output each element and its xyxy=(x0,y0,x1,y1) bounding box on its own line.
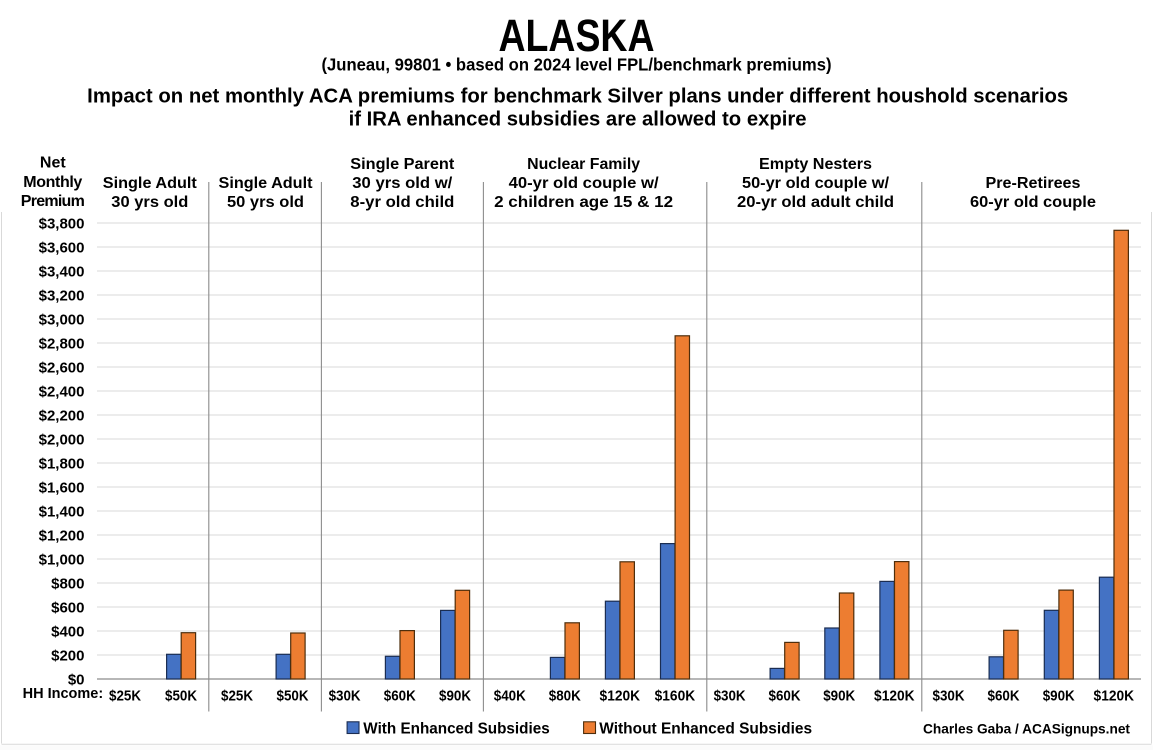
svg-text:Net: Net xyxy=(40,155,66,172)
svg-text:$50K: $50K xyxy=(165,687,197,704)
svg-text:$120K: $120K xyxy=(874,687,915,704)
svg-text:$1,200: $1,200 xyxy=(39,527,85,544)
svg-text:Charles Gaba / ACASignups.net: Charles Gaba / ACASignups.net xyxy=(923,722,1130,738)
svg-text:$2,400: $2,400 xyxy=(39,383,85,400)
svg-text:$600: $600 xyxy=(51,599,84,616)
svg-text:$80K: $80K xyxy=(549,687,581,704)
svg-text:$1,800: $1,800 xyxy=(39,455,85,472)
svg-text:$60K: $60K xyxy=(988,687,1020,704)
svg-text:$2,200: $2,200 xyxy=(39,407,85,424)
svg-text:$90K: $90K xyxy=(439,687,471,704)
svg-text:$3,200: $3,200 xyxy=(39,287,85,304)
svg-text:$60K: $60K xyxy=(769,687,801,704)
svg-text:$60K: $60K xyxy=(384,687,416,704)
svg-text:$3,400: $3,400 xyxy=(39,263,85,280)
svg-text:Premium: Premium xyxy=(21,193,85,210)
svg-text:$2,800: $2,800 xyxy=(39,335,85,352)
svg-text:$2,000: $2,000 xyxy=(39,431,85,448)
svg-text:Single Adult: Single Adult xyxy=(219,175,314,192)
svg-text:Without Enhanced Subsidies: Without Enhanced Subsidies xyxy=(599,720,812,737)
svg-text:$50K: $50K xyxy=(277,687,309,704)
svg-text:HH Income:: HH Income: xyxy=(23,686,104,702)
svg-text:$3,000: $3,000 xyxy=(39,311,85,328)
svg-text:(Juneau, 99801 • based on 2024: (Juneau, 99801 • based on 2024 level FPL… xyxy=(322,54,832,74)
svg-text:50 yrs old: 50 yrs old xyxy=(227,194,304,211)
svg-text:$0: $0 xyxy=(68,671,85,688)
svg-text:$120K: $120K xyxy=(1094,687,1135,704)
svg-text:Impact on net monthly ACA prem: Impact on net monthly ACA premiums for b… xyxy=(87,85,1068,107)
svg-text:Monthly: Monthly xyxy=(23,174,82,191)
svg-text:40-yr old couple w/: 40-yr old couple w/ xyxy=(509,175,660,192)
svg-text:$3,600: $3,600 xyxy=(39,239,85,256)
svg-text:$1,600: $1,600 xyxy=(39,479,85,496)
svg-text:Pre-Retirees: Pre-Retirees xyxy=(986,175,1081,192)
svg-text:$30K: $30K xyxy=(329,687,361,704)
svg-text:Empty Nesters: Empty Nesters xyxy=(759,156,872,173)
svg-text:30 yrs old w/: 30 yrs old w/ xyxy=(352,175,453,192)
svg-text:$3,800: $3,800 xyxy=(39,215,85,232)
svg-text:$90K: $90K xyxy=(823,687,855,704)
svg-text:$2,600: $2,600 xyxy=(39,359,85,376)
svg-text:$1,000: $1,000 xyxy=(39,551,85,568)
svg-text:$40K: $40K xyxy=(494,687,526,704)
svg-text:30 yrs old: 30 yrs old xyxy=(111,194,188,211)
svg-text:50-yr old couple w/: 50-yr old couple w/ xyxy=(742,175,890,192)
svg-text:Single Parent: Single Parent xyxy=(350,156,455,173)
svg-text:if IRA enhanced subsidies are: if IRA enhanced subsidies are allowed to… xyxy=(349,109,807,131)
svg-text:$90K: $90K xyxy=(1043,687,1075,704)
svg-text:$200: $200 xyxy=(51,647,84,664)
svg-text:8-yr old child: 8-yr old child xyxy=(350,194,454,211)
svg-text:$800: $800 xyxy=(51,575,84,592)
svg-text:$30K: $30K xyxy=(933,687,965,704)
svg-text:ALASKA: ALASKA xyxy=(499,10,655,61)
svg-text:$400: $400 xyxy=(51,623,84,640)
svg-text:60-yr old couple: 60-yr old couple xyxy=(970,194,1096,211)
svg-text:2 children age 15 & 12: 2 children age 15 & 12 xyxy=(494,194,673,211)
svg-text:$30K: $30K xyxy=(714,687,746,704)
svg-text:20-yr old adult child: 20-yr old adult child xyxy=(737,194,894,211)
svg-text:$25K: $25K xyxy=(109,687,141,704)
svg-text:$120K: $120K xyxy=(600,687,641,704)
svg-text:Single Adult: Single Adult xyxy=(103,175,198,192)
svg-text:$160K: $160K xyxy=(655,687,696,704)
svg-text:With Enhanced Subsidies: With Enhanced Subsidies xyxy=(363,720,549,737)
svg-text:Nuclear Family: Nuclear Family xyxy=(527,156,640,173)
svg-text:$1,400: $1,400 xyxy=(39,503,85,520)
svg-text:$25K: $25K xyxy=(221,687,253,704)
